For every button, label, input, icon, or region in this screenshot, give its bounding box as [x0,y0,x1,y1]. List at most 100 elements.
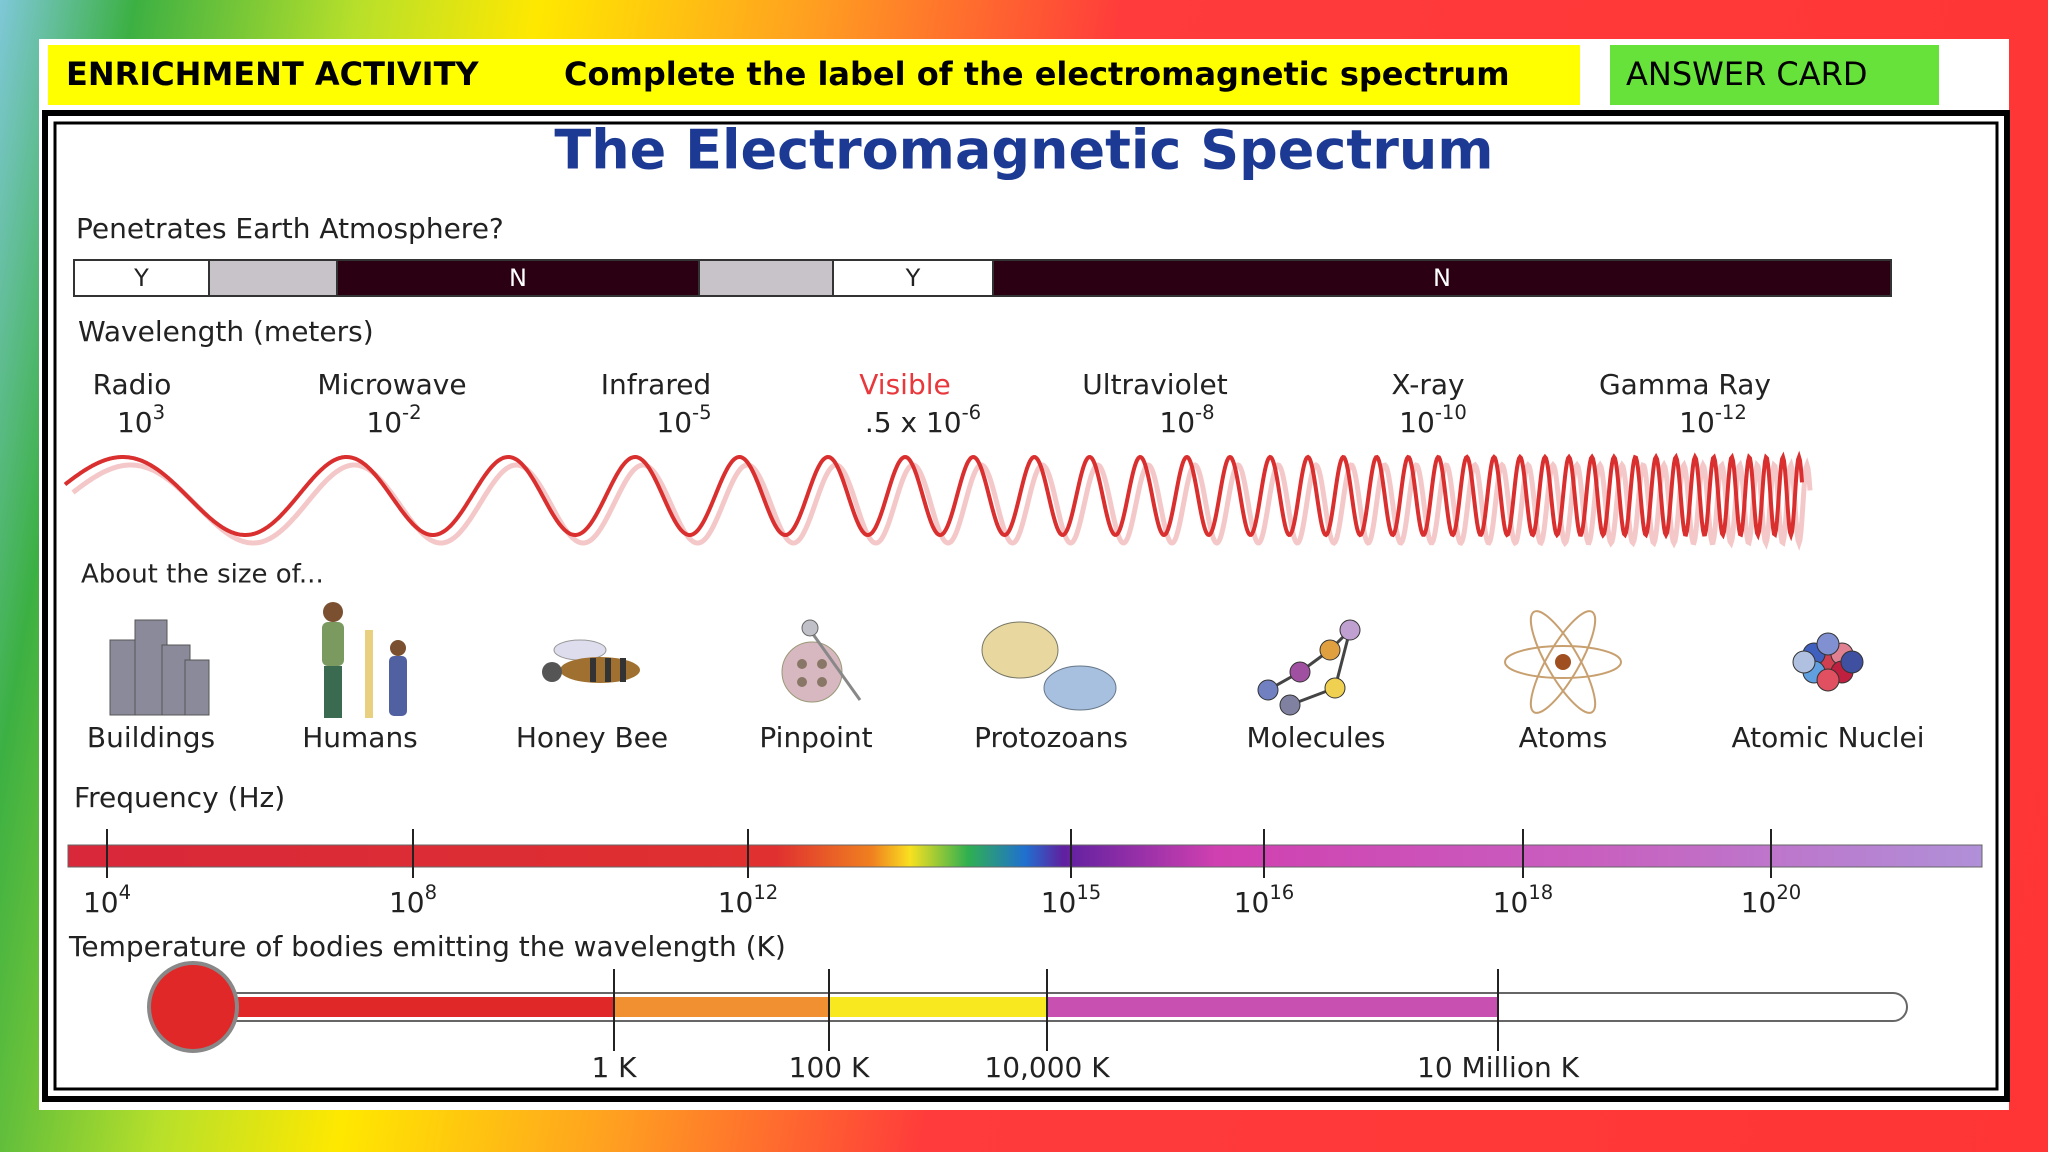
atom-orbit [1529,610,1597,714]
frequency-tick-label-exponent: 4 [119,880,131,903]
frequency-tick-label-base: 10 [1234,886,1270,919]
size-item: Atoms [1519,721,1608,754]
thermometer-bulb [147,961,239,1053]
atmosphere-segment [832,259,994,297]
atom-orbit [1529,610,1597,714]
atmosphere-answer: N [1433,264,1451,292]
frequency-tick-label: 1018 [1493,880,1554,919]
band-wavelength-exponent: -12 [1715,400,1747,423]
band-wavelength-base: 10 [1159,406,1195,439]
band-wavelength-exponent: -8 [1195,400,1215,423]
size-item: Atomic Nuclei [1732,721,1925,754]
frequency-tick-label-base: 10 [718,886,754,919]
band-name: Ultraviolet [1082,368,1227,401]
human-legs [324,666,342,718]
band-name: Infrared [601,368,711,401]
size-item: Buildings [87,721,215,754]
frequency-tick-label-exponent: 16 [1269,880,1294,903]
size-item: Protozoans [974,721,1128,754]
band-wavelength-base: 10 [1399,406,1435,439]
button-icon [781,641,843,703]
frequency-tick-label-exponent: 18 [1528,880,1553,903]
bee-head [542,662,562,682]
frequency-tick-label-exponent: 20 [1776,880,1801,903]
protozoan-icon [1043,665,1117,711]
sizes-label: About the size of... [81,560,324,590]
wavelength-label: Wavelength (meters) [78,315,374,348]
frequency-tick-label-exponent: 15 [1076,880,1101,903]
band-wavelength-exponent: -2 [402,400,422,423]
band-wavelength: 10-2 [366,400,421,439]
child-body [389,656,407,716]
band-wavelength: 10-12 [1679,400,1747,439]
size-item: Pinpoint [759,721,872,754]
child-head [390,640,406,656]
atmosphere-segment [698,259,834,297]
atom-nucleus [1555,654,1571,670]
pin-head [801,619,819,637]
building-icon [184,659,210,716]
frequency-tick-label-base: 10 [1041,886,1077,919]
frequency-tick-label: 1015 [1041,880,1102,919]
bee-stripe [605,658,611,682]
band-name: Radio [93,368,172,401]
button-hole [817,677,827,687]
frequency-tick-label-base: 10 [389,886,425,919]
band-name: Visible [859,368,950,401]
nucleon [1840,650,1864,674]
temperature-tick-label: 100 K [789,1051,870,1084]
band-wavelength-exponent: -6 [962,400,982,423]
atmosphere-answer: N [509,264,527,292]
answer-card-label: ANSWER CARD [1626,55,1868,93]
atmosphere-segment [336,259,700,297]
wave [63,450,1804,542]
atom-orbit [1504,645,1622,679]
frequency-tick-label-base: 10 [1493,886,1529,919]
band-wavelength-exponent: 3 [153,400,165,423]
thermometer-fill [829,997,1047,1017]
band-name: X-ray [1391,368,1464,401]
frequency-bar [67,844,1983,868]
atmosphere-answer: Y [133,264,149,292]
atmosphere-answer: Y [905,264,921,292]
header-bar [48,45,1580,105]
atmosphere-segment [992,259,1892,297]
band-name: Microwave [317,368,466,401]
activity-label: ENRICHMENT ACTIVITY [66,55,479,93]
frequency-tick-label: 1012 [718,880,779,919]
answer-card-box [1610,45,1939,105]
molecule-atom [1257,679,1279,701]
atmosphere-label: Penetrates Earth Atmosphere? [76,212,504,245]
size-item: Molecules [1246,721,1385,754]
frequency-tick-label-exponent: 8 [425,880,437,903]
band-wavelength-base: 10 [656,406,692,439]
atmosphere-segment [208,259,338,297]
temperature-tick-label: 10,000 K [984,1051,1110,1084]
temperature-tick-label: 10 Million K [1417,1051,1580,1084]
molecule-atom [1279,694,1301,716]
instruction: Complete the label of the electromagneti… [564,55,1510,93]
thermometer-fill [193,997,614,1017]
bee-stripe [590,658,596,682]
frequency-tick-label: 104 [83,880,131,919]
diagram-title: The Electromagnetic Spectrum [554,119,1493,182]
ruler [365,630,373,718]
band-wavelength: 103 [117,400,165,439]
band-wavelength-base: 10 [117,406,153,439]
button-hole [797,659,807,669]
human-body [322,622,344,666]
frequency-tick-label-base: 10 [83,886,119,919]
protozoan-icon [981,621,1059,679]
thermometer-fill [614,997,829,1017]
frequency-label: Frequency (Hz) [74,781,285,814]
atmosphere-segment [73,259,210,297]
frequency-tick-label: 1020 [1741,880,1802,919]
molecule-atom [1324,677,1346,699]
band-wavelength-exponent: -10 [1435,400,1467,423]
band-wavelength-base: 10 [1679,406,1715,439]
temperature-label: Temperature of bodies emitting the wavel… [68,930,786,963]
band-wavelength: 10-5 [656,400,711,439]
nucleon [1816,668,1840,692]
band-wavelength-base: 10 [366,406,402,439]
